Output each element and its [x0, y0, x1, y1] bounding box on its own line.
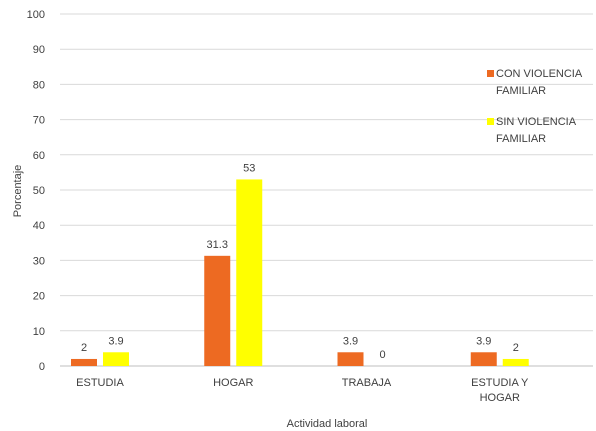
- data-label: 2: [81, 342, 87, 354]
- data-label: 2: [513, 342, 519, 354]
- y-axis-ticks: 0 10 20 30 40 50 60 70 80 90 100: [27, 9, 45, 373]
- data-label: 3.9: [343, 335, 358, 347]
- bar-series-0-cat-0: [71, 358, 97, 366]
- bar-series-1-cat-3: [502, 358, 529, 366]
- y-tick-label: 10: [33, 326, 45, 338]
- y-tick-label: 50: [33, 185, 45, 197]
- legend-label-sin-violencia: SIN VIOLENCIA FAMILIAR: [496, 116, 576, 145]
- data-label: 53: [243, 162, 255, 174]
- bars: [71, 179, 529, 366]
- data-labels: 2 3.9 31.3 53 3.9 0 3.9 2: [81, 162, 519, 361]
- y-axis-title: Porcentaje: [12, 165, 24, 218]
- data-label: 0: [379, 349, 385, 361]
- x-category-label: ESTUDIA Y: [471, 377, 529, 389]
- y-tick-label: 80: [33, 79, 45, 91]
- y-tick-label: 60: [33, 150, 45, 162]
- legend-item-con-violencia: CON VIOLENCIA FAMILIAR: [487, 66, 592, 100]
- data-label: 31.3: [207, 239, 228, 251]
- y-tick-label: 70: [33, 115, 45, 127]
- bar-series-0-cat-2: [337, 352, 364, 366]
- legend-label-con-violencia: CON VIOLENCIA FAMILIAR: [496, 68, 582, 97]
- bar-series-0-cat-1: [204, 255, 231, 366]
- bar-series-1-cat-0: [103, 352, 129, 366]
- x-axis-categories: ESTUDIA HOGAR TRABAJA ESTUDIA Y HOGAR: [76, 377, 529, 404]
- legend-swatch-con-violencia: [487, 70, 494, 77]
- legend-item-sin-violencia: SIN VIOLENCIA FAMILIAR: [487, 114, 592, 148]
- legend-swatch-sin-violencia: [487, 118, 494, 125]
- y-tick-label: 90: [33, 44, 45, 56]
- y-tick-label: 0: [39, 361, 45, 373]
- x-category-label: HOGAR: [213, 377, 253, 389]
- legend: CON VIOLENCIA FAMILIAR SIN VIOLENCIA FAM…: [487, 66, 592, 162]
- bar-series-0-cat-3: [470, 352, 497, 366]
- x-axis-title: Actividad laboral: [287, 418, 368, 430]
- data-label: 3.9: [476, 335, 491, 347]
- x-category-label: ESTUDIA: [76, 377, 124, 389]
- data-label: 3.9: [108, 335, 123, 347]
- y-tick-label: 40: [33, 220, 45, 232]
- x-category-label: TRABAJA: [342, 377, 392, 389]
- x-category-label: HOGAR: [480, 392, 520, 404]
- y-tick-label: 100: [27, 9, 45, 21]
- bar-series-1-cat-1: [236, 179, 263, 366]
- gridlines: [60, 13, 593, 367]
- y-tick-label: 30: [33, 255, 45, 267]
- y-tick-label: 20: [33, 291, 45, 303]
